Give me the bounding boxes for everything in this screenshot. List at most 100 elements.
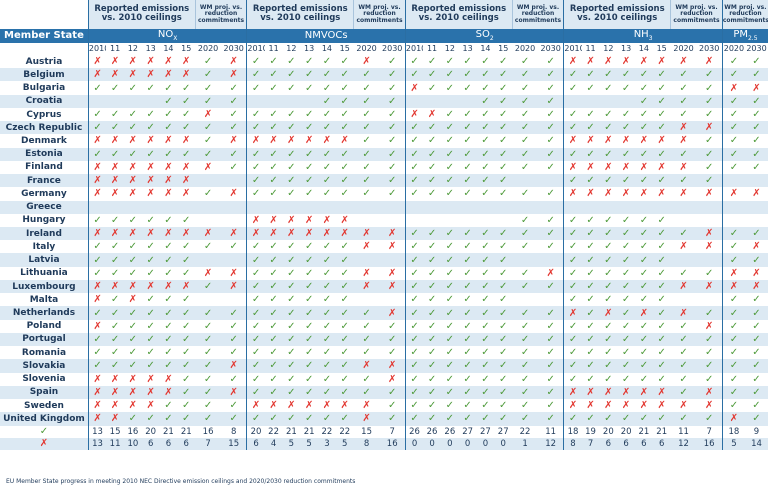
ceiling-met-icon: ✓ <box>696 94 723 108</box>
ceiling-met-icon: ✓ <box>696 306 723 320</box>
no-data-cell <box>264 94 283 108</box>
pollutant-label: NMVOCs <box>246 28 406 43</box>
ceiling-met-icon: ✓ <box>404 160 424 175</box>
no-data-cell <box>512 174 538 188</box>
ceiling-exceeded-icon: ✗ <box>164 373 173 385</box>
ceiling-exceeded-icon: ✗ <box>110 400 120 412</box>
ceiling-met-icon: ✓ <box>264 147 283 161</box>
ceiling-met-icon: ✓ <box>752 135 761 147</box>
ceiling-met-icon: ✓ <box>362 188 371 200</box>
ceiling-exceeded-icon: ✗ <box>362 56 371 68</box>
ceiling-met-icon: ✓ <box>322 320 332 332</box>
ceiling-met-icon: ✓ <box>304 320 314 332</box>
ceiling-met-icon: ✓ <box>546 161 555 173</box>
year-label: 15 <box>494 42 513 55</box>
ceiling-exceeded-icon: ✗ <box>246 227 265 241</box>
ceiling-met-icon: ✓ <box>581 332 600 347</box>
ceiling-met-icon: ✓ <box>476 306 495 320</box>
ceiling-met-icon: ✓ <box>745 332 768 347</box>
no-data-cell <box>581 94 600 108</box>
ceiling-met-icon: ✓ <box>246 332 265 347</box>
ceiling-met-icon: ✓ <box>123 412 142 426</box>
table-row: Lithuania ✓ ✓ ✓ ✓ ✓ ✓ ✗ ✗ ✓ ✓ ✓ ✓ ✓ ✓ ✗ ✗ ✓ ✓ ✓ ✓ ✓ ✓ ✓ ✗ ✓ ✓ ✓ ✓ ✓ ✓ ✓… <box>0 266 768 280</box>
ceiling-met-icon: ✓ <box>159 253 178 267</box>
year-label: 15 <box>177 42 196 55</box>
ceiling-exceeded-icon: ✗ <box>704 56 714 68</box>
summary-count: 26 <box>440 425 459 438</box>
ceiling-met-icon: ✓ <box>721 306 745 320</box>
ceiling-met-icon: ✓ <box>159 147 178 161</box>
ceiling-met-icon: ✓ <box>721 372 745 386</box>
ceiling-met-icon: ✓ <box>721 319 745 333</box>
no-data-cell <box>141 200 160 214</box>
summary-count: 11 <box>670 425 697 438</box>
ceiling-met-icon: ✓ <box>177 359 196 373</box>
no-data-cell <box>538 174 564 188</box>
ceiling-met-icon: ✓ <box>696 332 723 347</box>
ceiling-exceeded-icon: ✗ <box>106 279 124 294</box>
reported-emissions-header: Reported emissions vs. 2010 ceilings <box>87 0 196 29</box>
ceiling-met-icon: ✓ <box>335 412 354 426</box>
ceiling-exceeded-icon: ✗ <box>123 385 142 400</box>
ceiling-exceeded-icon: ✗ <box>159 227 178 241</box>
summary-count: 16 <box>195 425 222 438</box>
ceiling-met-icon: ✓ <box>599 332 618 347</box>
table-row: Germany ✗ ✗ ✗ ✗ ✗ ✗ ✓ ✗ ✓ ✓ ✓ ✓ ✓ ✓ ✓ ✓ ✓ ✓ ✓ ✓ ✓ ✓ ✓ ✓ ✗ ✗ ✗ ✗ ✗ ✗ ✗ ✗ ✗… <box>0 187 768 201</box>
ceiling-exceeded-icon: ✗ <box>639 188 649 200</box>
ceiling-met-icon: ✓ <box>586 320 595 332</box>
ceiling-met-icon: ✓ <box>499 347 508 359</box>
member-state-name: Ireland <box>0 227 89 241</box>
wm-projection-header: WM proj. vs. reduction commitments <box>353 0 406 29</box>
ceiling-met-icon: ✓ <box>203 373 213 385</box>
ceiling-met-icon: ✓ <box>335 332 354 347</box>
pollutant-header-row: Member State NOX NMVOCs SO2 NH3 PM2.5 <box>0 28 768 43</box>
table-row: Spain ✗ ✗ ✗ ✗ ✗ ✓ ✓ ✗ ✓ ✓ ✓ ✓ ✓ ✓ ✓ ✓ ✓ ✓ ✓ ✓ ✓ ✓ ✓ ✓ ✗ ✗ ✗ ✗ ✗ ✗ ✓ ✗ ✓ ✓ <box>0 385 768 400</box>
ceiling-met-icon: ✓ <box>581 121 600 135</box>
ceiling-met-icon: ✓ <box>87 213 107 227</box>
table-row: Slovakia ✓ ✓ ✓ ✓ ✓ ✓ ✓ ✗ ✓ ✓ ✓ ✓ ✓ ✓ ✗ ✗ ✓ ✓ ✓ ✓ ✓ ✓ ✓ ✓ ✓ ✓ ✓ ✓ ✓ ✓ ✓ ✓… <box>0 359 768 373</box>
ceiling-met-icon: ✓ <box>141 332 160 347</box>
ceiling-met-icon: ✓ <box>745 253 768 267</box>
ceiling-met-icon: ✓ <box>164 400 173 412</box>
ceiling-exceeded-icon: ✗ <box>362 400 371 412</box>
ceiling-exceeded-icon: ✗ <box>221 359 247 373</box>
summary-count: 15 <box>106 425 124 438</box>
ceiling-met-icon: ✓ <box>538 412 564 426</box>
ceiling-met-icon: ✓ <box>353 147 380 161</box>
no-data-cell <box>264 200 283 214</box>
ceiling-met-icon: ✓ <box>318 147 336 161</box>
ceiling-met-icon: ✓ <box>563 107 582 122</box>
table-row: Luxembourg ✗ ✗ ✗ ✗ ✗ ✗ ✓ ✗ ✓ ✓ ✓ ✓ ✓ ✓ ✗ ✗ ✓ ✓ ✓ ✓ ✓ ✓ ✓ ✓ ✓ ✓ ✓ ✓ ✓ ✓… <box>0 279 768 294</box>
ceiling-met-icon: ✓ <box>635 68 653 82</box>
ceiling-met-icon: ✓ <box>520 241 530 253</box>
ceiling-met-icon: ✓ <box>87 240 107 254</box>
ceiling-met-icon: ✓ <box>581 227 600 241</box>
ceiling-met-icon: ✓ <box>340 241 349 253</box>
ceiling-met-icon: ✓ <box>617 332 635 347</box>
ceiling-met-icon: ✓ <box>110 109 120 120</box>
ceiling-met-icon: ✓ <box>110 320 120 332</box>
ceiling-met-icon: ✓ <box>182 214 191 226</box>
ceiling-met-icon: ✓ <box>195 94 222 108</box>
ceiling-met-icon: ✓ <box>282 306 301 320</box>
ceiling-met-icon: ✓ <box>304 161 314 173</box>
ceiling-met-icon: ✓ <box>721 107 745 122</box>
ceiling-exceeded-icon: ✗ <box>106 174 124 188</box>
no-data-cell <box>671 293 697 306</box>
ceiling-met-icon: ✓ <box>203 400 213 412</box>
table-row: Finland ✗ ✗ ✗ ✗ ✗ ✗ ✗ ✓ ✓ ✓ ✓ ✓ ✓ ✓ ✓ ✓ ✓ ✓ ✓ ✓ ✓ ✓ ✓ ✓ ✗ ✗ ✗ ✗ ✗ ✗ ✗ ✓ ✓… <box>0 160 768 175</box>
ceiling-met-icon: ✓ <box>520 56 530 68</box>
ceiling-met-icon: ✓ <box>586 294 595 306</box>
ceiling-met-icon: ✓ <box>269 56 278 68</box>
no-data-cell <box>581 200 600 214</box>
ceiling-met-icon: ✓ <box>721 359 745 373</box>
ceiling-met-icon: ✓ <box>635 147 653 161</box>
ceiling-met-icon: ✓ <box>427 267 437 279</box>
ceiling-met-icon: ✓ <box>481 188 490 200</box>
ceiling-met-icon: ✓ <box>481 294 490 306</box>
ceiling-exceeded-icon: ✗ <box>106 227 124 241</box>
ceiling-met-icon: ✓ <box>652 227 671 241</box>
no-data-cell <box>670 200 697 214</box>
checkmark-icon: ✓ <box>39 426 49 438</box>
ceiling-met-icon: ✓ <box>581 412 600 426</box>
